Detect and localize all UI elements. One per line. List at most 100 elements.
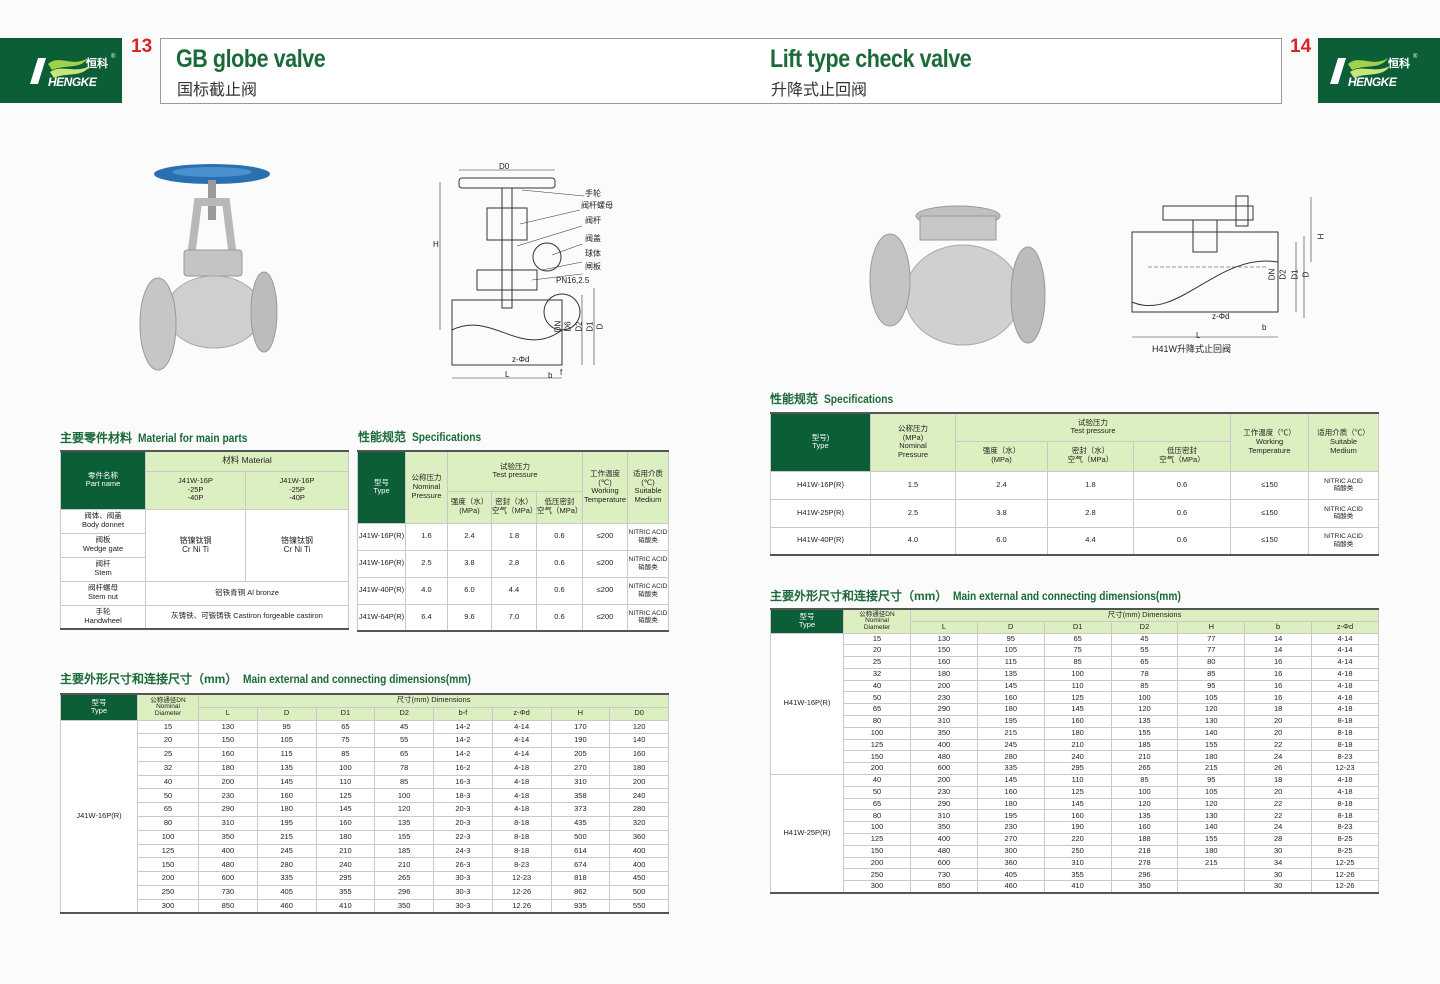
table-row: 50 230 160 125 100 105 20 4-18 — [771, 785, 1379, 799]
value-cell: 30 — [1244, 880, 1313, 894]
value-cell: 6.0 — [955, 526, 1048, 556]
value-cell: 85 — [315, 747, 376, 762]
label-stem: 阀杆 — [585, 216, 601, 225]
dn-cell: 40 — [843, 679, 911, 693]
dn-cell: 150 — [843, 750, 911, 764]
value-cell: 280 — [976, 750, 1045, 764]
value-cell: 160 — [315, 816, 376, 831]
value-cell: 4-18 — [1311, 667, 1379, 681]
value-cell: 210 — [1110, 750, 1179, 764]
value-cell: 8-18 — [1311, 797, 1379, 811]
value-cell: 30 — [1244, 868, 1313, 882]
label-d1: D1 — [585, 321, 595, 332]
value-cell: 100 — [1110, 691, 1179, 705]
value-cell: 135 — [256, 760, 317, 776]
value-cell: 85 — [1177, 667, 1246, 681]
type-cell: J41W-40P(R) — [357, 576, 406, 605]
dn-cell: 200 — [843, 762, 911, 776]
value-cell: 105 — [256, 733, 317, 749]
dn-cell: 15 — [843, 632, 911, 646]
value-cell: 28 — [1244, 833, 1313, 846]
page-number-left: 13 — [131, 36, 153, 57]
label-dn: DN — [553, 320, 563, 333]
dn-cell: 200 — [843, 856, 911, 870]
column-header: D2 — [374, 706, 434, 721]
value-cell: 140 — [1177, 726, 1246, 740]
table-row: J41W-64P(R) 6.4 9.6 7.0 0.6 ≤200 NITRIC ACID 硝… — [357, 603, 669, 632]
check-valve-drawing — [1131, 195, 1312, 338]
value-cell: 862 — [550, 885, 611, 900]
value-cell: 3.8 — [955, 498, 1048, 528]
value-cell: 600 — [198, 871, 258, 887]
value-cell: 20 — [1244, 785, 1313, 799]
table-row: H41W-25P(R) 2.5 3.8 2.8 0.6 ≤150 NITRIC ACID 硝… — [770, 498, 1379, 528]
value-cell: 296 — [374, 885, 434, 900]
value-cell: 4-18 — [491, 788, 552, 804]
low-test-header: 低压密封 空气（MPa） — [536, 490, 583, 524]
value-cell: 460 — [976, 880, 1045, 894]
dn-cell: 40 — [843, 774, 911, 787]
label-d: D — [595, 323, 605, 330]
value-cell: 135 — [976, 667, 1045, 681]
value-cell: 240 — [1043, 750, 1112, 764]
value-cell: 405 — [976, 868, 1045, 882]
value-cell: 145 — [1043, 797, 1112, 811]
value-cell: 120 — [609, 719, 670, 735]
value-cell: 75 — [1043, 644, 1112, 658]
value-cell: 180 — [315, 829, 376, 845]
dn-cell: 40 — [137, 774, 199, 790]
table-row: 80 310 195 160 135 130 20 8-18 — [771, 715, 1379, 728]
specs-table-left: 型号 Type 公称压力 Nominal Pressure 试验压力 Test pr… — [357, 450, 669, 632]
value-cell: 4.0 — [405, 576, 448, 605]
table-row: 80 310 195 160 135 20-3 8-18 435 320 — [61, 816, 670, 831]
value-cell: 1.8 — [491, 522, 537, 551]
value-cell: 14 — [1244, 632, 1313, 646]
value-cell: 110 — [1043, 679, 1112, 693]
value-cell: 12-23 — [1311, 762, 1379, 776]
table-row: 20 150 105 75 55 14-2 4-14 190 140 — [61, 733, 670, 749]
value-cell: 30-3 — [433, 885, 493, 900]
value-cell: 78 — [374, 760, 434, 776]
value-cell: 4-18 — [1311, 703, 1379, 717]
table-row: 150 480 280 240 210 180 24 8-23 — [771, 750, 1379, 764]
type-header: 型号 Type — [357, 450, 406, 524]
label-h: H — [1316, 233, 1326, 240]
table-row: J41W-16P(R) 15 130 95 65 45 14-2 4-14 170 120 — [60, 719, 670, 914]
value-cell: 350 — [1110, 880, 1179, 894]
value-cell: 0.6 — [536, 576, 583, 605]
value-cell: 24-3 — [433, 843, 493, 859]
value-cell: 160 — [1043, 809, 1112, 823]
value-cell: 55 — [1110, 644, 1179, 658]
value-cell: 400 — [609, 857, 670, 873]
value-cell: 155 — [1110, 726, 1179, 740]
value-cell: 180 — [976, 797, 1045, 811]
dn-cell: 80 — [137, 816, 199, 831]
table-row: 200 600 335 295 265 215 26 12-23 — [771, 762, 1379, 776]
drawing-caption: H41W升降式止回阀 — [1152, 344, 1232, 354]
dn-cell: 300 — [843, 880, 911, 894]
value-cell: 4-14 — [491, 719, 552, 735]
dn-cell: 100 — [137, 829, 199, 845]
value-cell: 20-3 — [433, 802, 493, 818]
value-cell: ≤200 — [582, 576, 628, 605]
value-cell: 195 — [256, 816, 317, 831]
table-row: 80 310 195 160 135 130 22 8-18 — [771, 809, 1379, 823]
column-header: H — [1177, 620, 1246, 634]
value-cell: 30 — [1244, 844, 1313, 858]
value-cell: 355 — [1043, 868, 1112, 882]
strength-test-header: 强度（水） (MPa) — [955, 440, 1048, 472]
table-row: 50 230 160 125 100 18-3 4-18 358 240 — [61, 788, 670, 804]
table-row: 150 480 280 240 210 26-3 8-23 674 400 — [61, 857, 670, 873]
value-cell: 125 — [1043, 691, 1112, 705]
title-en: Specifications — [412, 430, 482, 444]
value-cell: 355 — [315, 885, 376, 900]
value-cell: 150 — [198, 733, 258, 749]
value-cell: 6.0 — [447, 576, 492, 605]
table-row: 250 730 405 355 296 30-3 12-26 862 500 — [61, 885, 670, 900]
value-cell: 3.8 — [447, 549, 492, 578]
value-cell: 280 — [256, 857, 317, 873]
value-cell: 350 — [910, 726, 978, 740]
value-cell: 278 — [1110, 856, 1179, 870]
value-cell: 4-14 — [1311, 644, 1379, 658]
value-cell: 218 — [1110, 844, 1179, 858]
